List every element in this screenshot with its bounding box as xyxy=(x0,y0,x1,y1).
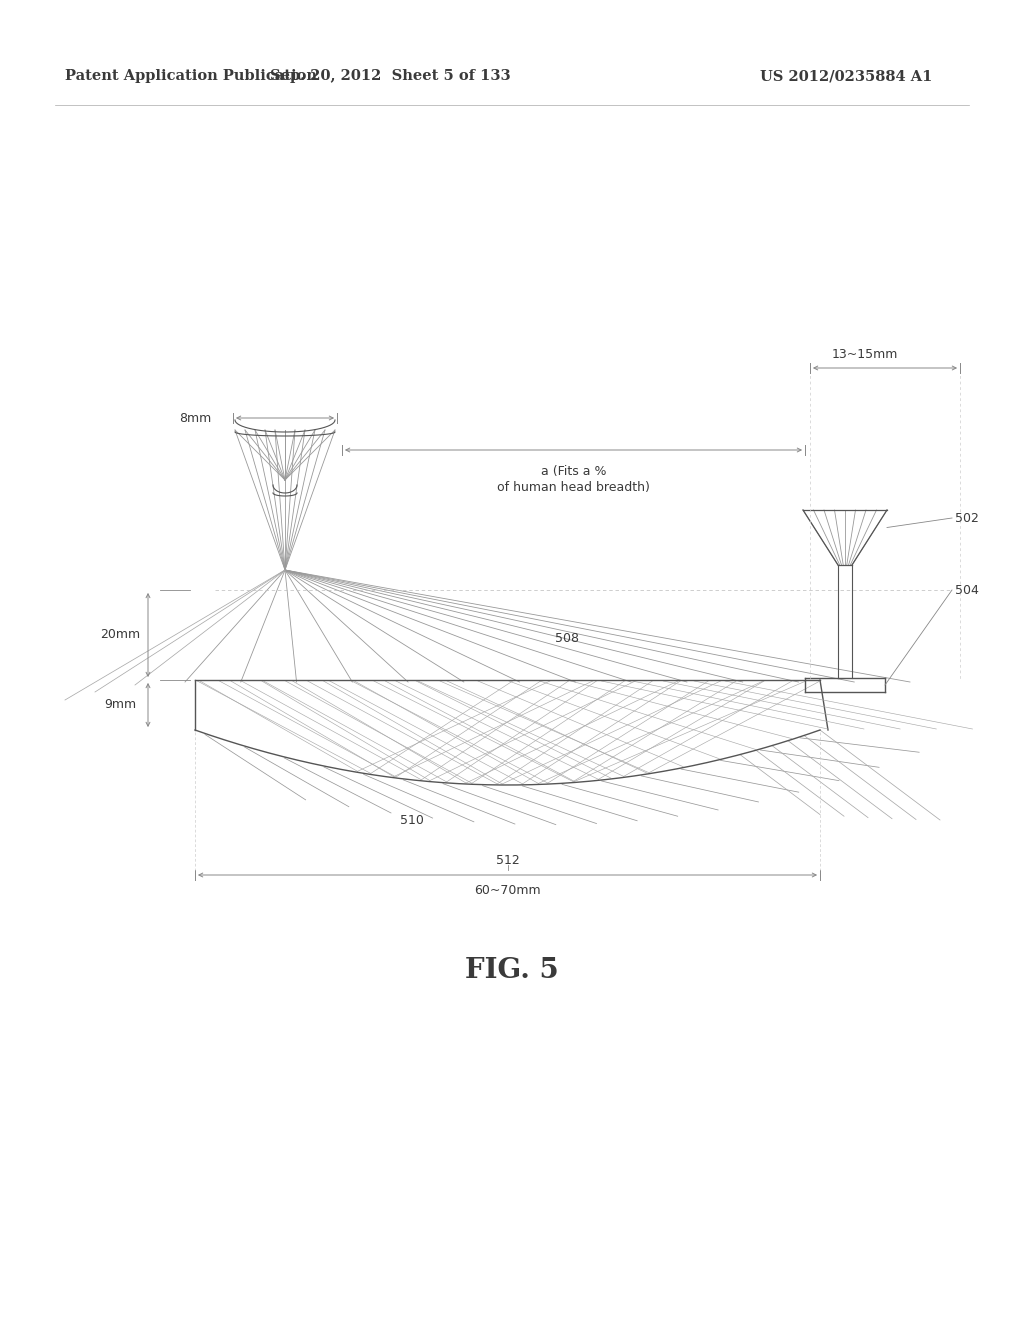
Text: 13~15mm: 13~15mm xyxy=(831,348,898,362)
Text: Patent Application Publication: Patent Application Publication xyxy=(65,69,317,83)
Text: 504: 504 xyxy=(955,583,979,597)
Text: Sep. 20, 2012  Sheet 5 of 133: Sep. 20, 2012 Sheet 5 of 133 xyxy=(269,69,510,83)
Text: 512: 512 xyxy=(496,854,519,866)
Text: FIG. 5: FIG. 5 xyxy=(465,957,559,983)
Text: of human head breadth): of human head breadth) xyxy=(497,480,650,494)
Text: 20mm: 20mm xyxy=(100,628,140,642)
Text: a (Fits a %: a (Fits a % xyxy=(541,466,606,479)
Text: 502: 502 xyxy=(955,511,979,524)
Text: 9mm: 9mm xyxy=(104,698,136,711)
Text: 510: 510 xyxy=(400,813,424,826)
Text: 8mm: 8mm xyxy=(179,412,211,425)
Text: US 2012/0235884 A1: US 2012/0235884 A1 xyxy=(760,69,933,83)
Text: 508: 508 xyxy=(555,631,579,644)
Text: 60~70mm: 60~70mm xyxy=(474,884,541,898)
